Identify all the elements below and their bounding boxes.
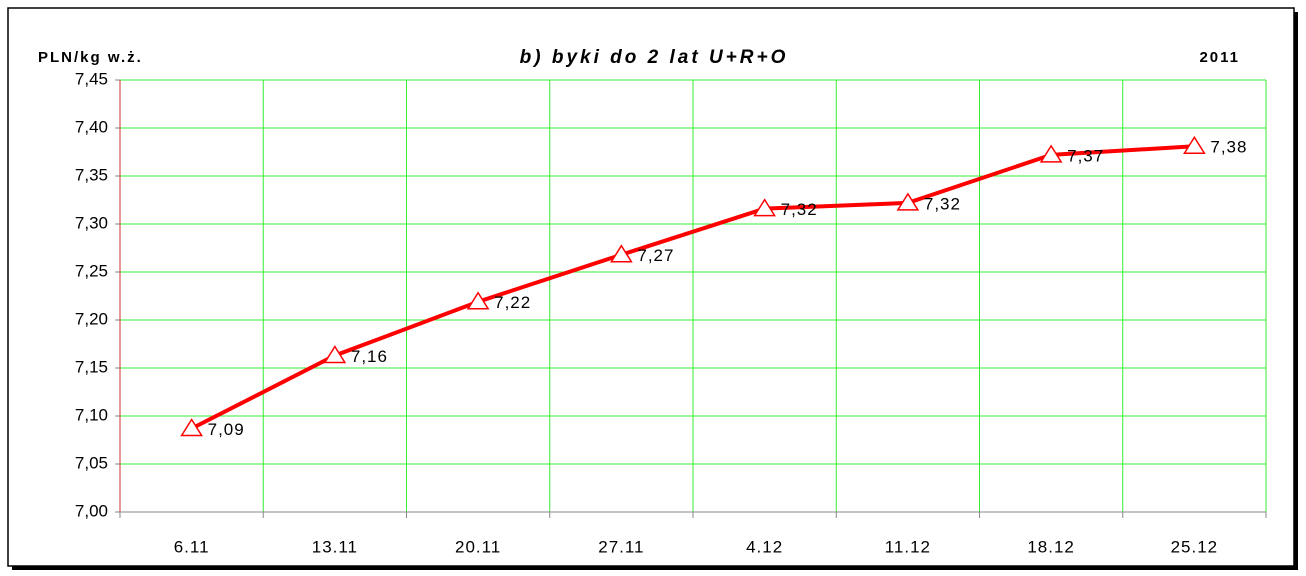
annotation: 2011 <box>1199 49 1240 66</box>
marker <box>610 244 633 263</box>
data-label: 7,37 <box>1067 146 1104 165</box>
marker <box>753 198 776 217</box>
x-tick-label: 25.12 <box>1171 537 1219 556</box>
marker <box>1039 144 1063 163</box>
x-tick-label: 27.11 <box>598 537 644 556</box>
data-label: 7,22 <box>494 293 531 312</box>
y-tick-label: 7,25 <box>75 261 108 280</box>
y-tick-label: 7,45 <box>75 69 108 88</box>
line <box>190 144 1195 431</box>
y-axis-label: PLN/kg w.ż. <box>38 49 143 66</box>
data-label: 7,32 <box>781 200 818 219</box>
x-tick-label: 4.12 <box>746 537 783 556</box>
chart-title: b) byki do 2 lat U+R+O <box>520 47 789 68</box>
marker <box>1183 135 1206 154</box>
x-tick-label: 6.11 <box>174 537 210 556</box>
data-label: 7,16 <box>351 347 388 366</box>
x-tick-label: 13.11 <box>312 537 358 556</box>
y-tick-label: 7,30 <box>75 213 108 232</box>
y-tick-label: 7,10 <box>75 405 108 424</box>
data-label: 7,38 <box>1210 138 1247 157</box>
x-tick-label: 18.12 <box>1027 537 1075 556</box>
marker <box>180 418 203 437</box>
data-label: 7,32 <box>924 194 961 213</box>
y-tick-label: 7,05 <box>75 453 108 472</box>
data-label: 7,09 <box>208 420 245 439</box>
x-tick-label: 11.12 <box>885 537 931 556</box>
y-tick-label: 7,20 <box>75 309 108 328</box>
y-tick-label: 7,00 <box>75 501 108 520</box>
x-tick-label: 20.11 <box>455 537 501 556</box>
y-tick-label: 7,15 <box>75 357 108 376</box>
frame <box>7 7 1295 567</box>
y-tick-label: 7,40 <box>75 117 108 136</box>
data-label: 7,27 <box>637 246 674 265</box>
marker <box>896 192 920 211</box>
y-tick-label: 7,35 <box>75 165 108 184</box>
marker <box>466 291 490 310</box>
marker <box>323 345 347 364</box>
